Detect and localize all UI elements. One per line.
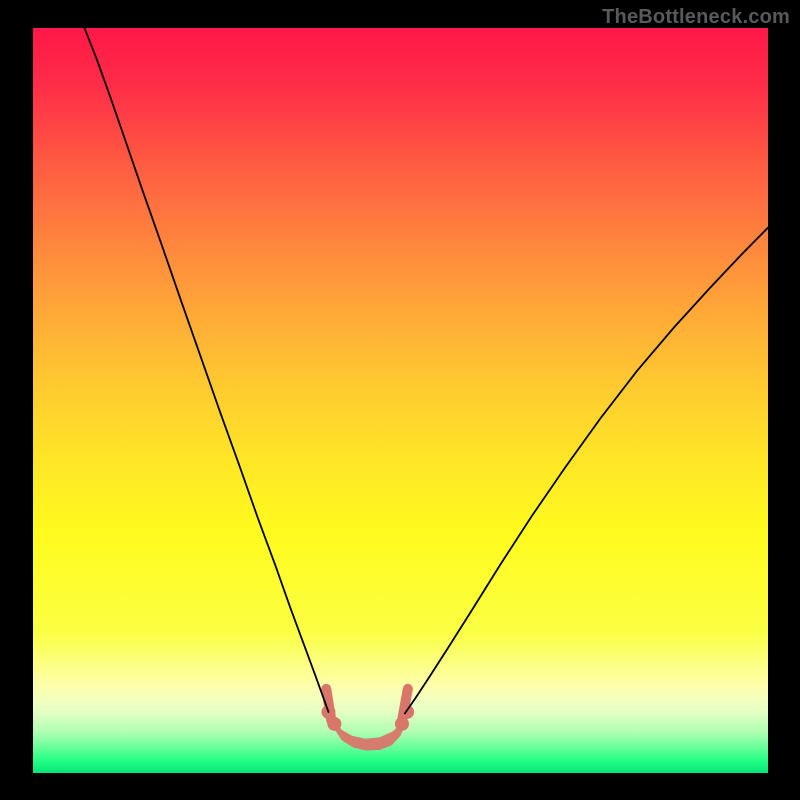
chart-svg-overlay — [33, 28, 768, 773]
valley-dot-2 — [395, 717, 409, 731]
plot-area — [33, 28, 768, 773]
valley-band — [327, 709, 409, 751]
curve-left — [84, 28, 328, 712]
valley-dot-1 — [327, 717, 341, 731]
valley-dot-3 — [400, 705, 414, 719]
curve-right — [405, 228, 768, 714]
watermark-text: TheBottleneck.com — [602, 6, 790, 29]
canvas-root: TheBottleneck.com — [0, 0, 800, 800]
